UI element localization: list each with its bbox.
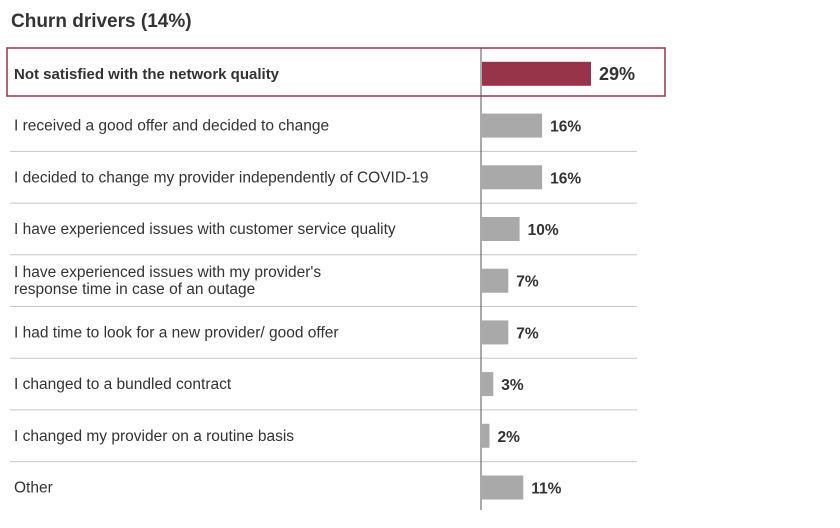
data-label: 10% [528, 222, 559, 239]
category-label: Other [14, 480, 53, 497]
category-label: response time in case of an outage [14, 281, 255, 298]
bar [482, 268, 509, 293]
data-label: 29% [599, 64, 635, 84]
bar [482, 165, 543, 190]
bar [482, 423, 490, 448]
data-label: 11% [531, 481, 561, 498]
data-label: 16% [550, 119, 581, 136]
data-label: 16% [550, 170, 581, 187]
category-label: I received a good offer and decided to c… [14, 118, 329, 135]
category-label: I have experienced issues with my provid… [14, 264, 321, 281]
highlight-frame [6, 47, 666, 97]
bar [482, 320, 509, 345]
data-label: 7% [516, 325, 539, 342]
data-label: 7% [516, 274, 539, 291]
bar [482, 475, 524, 500]
data-label: 3% [501, 377, 524, 394]
data-label: 2% [498, 429, 521, 446]
category-label: I changed to a bundled contract [14, 376, 232, 393]
bar [482, 61, 591, 86]
category-label: Not satisfied with the network quality [14, 66, 280, 83]
category-label: I had time to look for a new provider/ g… [14, 324, 339, 341]
category-label: I have experienced issues with customer … [14, 221, 396, 238]
bar [482, 372, 494, 397]
category-label: I decided to change my provider independ… [14, 169, 428, 186]
bar [482, 113, 543, 138]
bar [482, 217, 520, 241]
category-label: I changed my provider on a routine basis [14, 428, 294, 445]
chart-title: Churn drivers (14%) [11, 11, 192, 32]
